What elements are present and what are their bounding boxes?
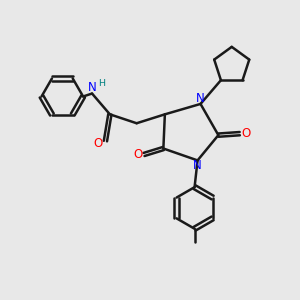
Text: O: O — [94, 137, 103, 150]
Text: O: O — [242, 127, 251, 140]
Text: N: N — [193, 159, 202, 172]
Text: N: N — [88, 81, 96, 94]
Text: N: N — [196, 92, 205, 105]
Text: H: H — [98, 79, 105, 88]
Text: O: O — [133, 148, 142, 161]
